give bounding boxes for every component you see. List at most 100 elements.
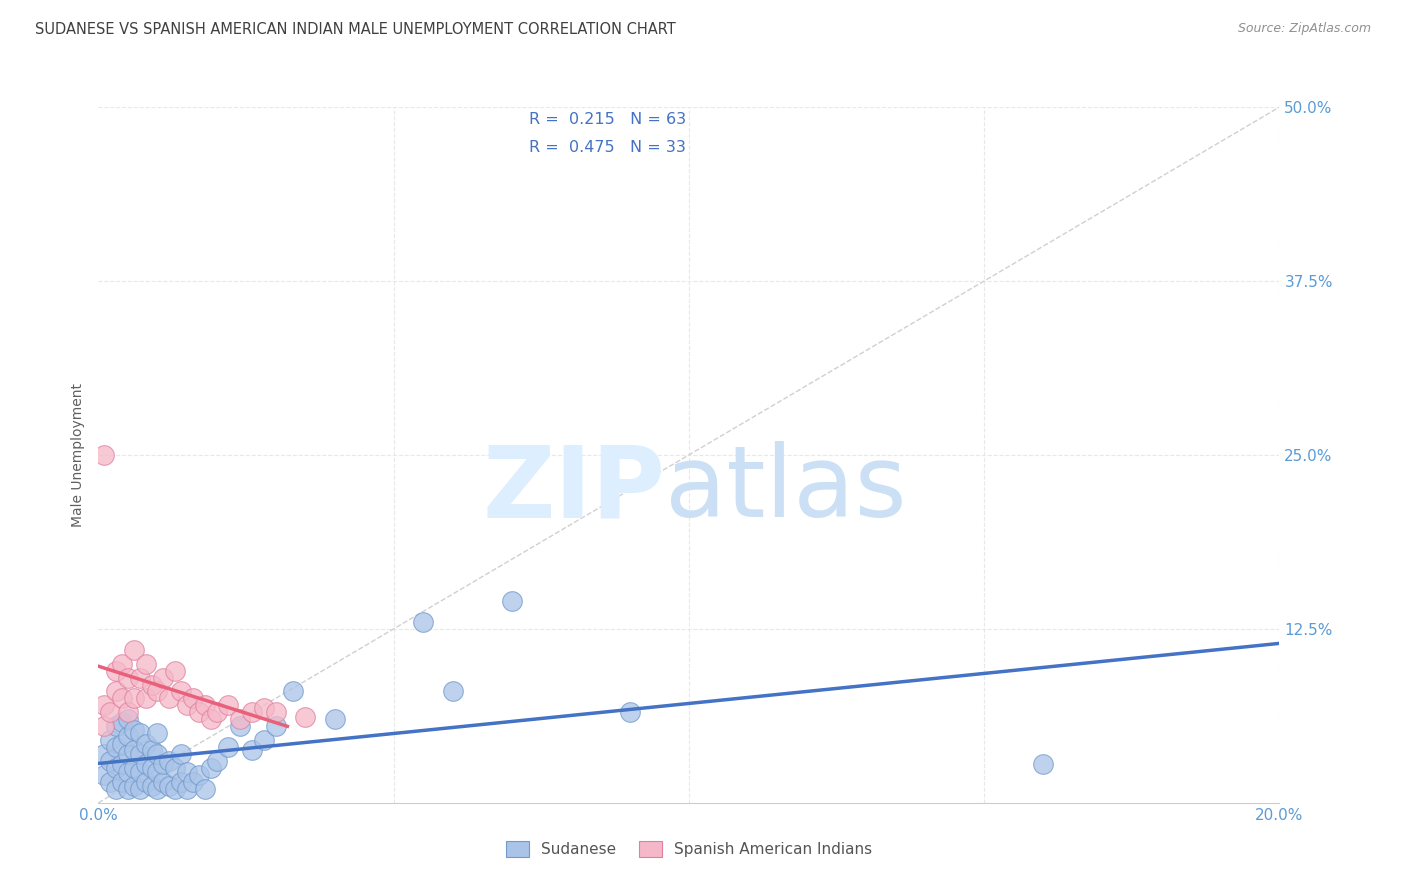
Point xyxy=(194,698,217,713)
Point xyxy=(619,706,641,720)
Point xyxy=(111,756,134,771)
Point xyxy=(200,712,222,726)
Point xyxy=(105,664,128,678)
Point xyxy=(128,671,150,685)
Text: ZIP: ZIP xyxy=(482,442,665,538)
Point xyxy=(122,743,145,757)
Point xyxy=(93,698,115,713)
Point xyxy=(98,706,121,720)
Point xyxy=(111,737,134,751)
Point xyxy=(217,740,239,755)
Point xyxy=(135,756,157,771)
Point xyxy=(122,691,145,706)
Point xyxy=(98,775,121,789)
Point xyxy=(205,706,228,720)
Point xyxy=(152,756,174,771)
Point xyxy=(105,781,128,796)
Point xyxy=(105,740,128,755)
Point xyxy=(187,706,209,720)
Point xyxy=(117,671,139,685)
Point xyxy=(122,779,145,793)
Point xyxy=(98,754,121,768)
Point xyxy=(294,709,316,723)
Point xyxy=(122,761,145,775)
Point xyxy=(412,615,434,629)
Point xyxy=(229,712,252,726)
Point xyxy=(135,737,157,751)
Point xyxy=(283,684,305,698)
Point xyxy=(501,594,523,608)
Point xyxy=(111,715,134,730)
Point xyxy=(105,719,128,733)
Point xyxy=(323,712,346,726)
Point xyxy=(240,706,263,720)
Point xyxy=(117,712,139,726)
Point xyxy=(128,781,150,796)
Point xyxy=(111,657,134,671)
Point xyxy=(253,733,276,747)
Point xyxy=(194,781,217,796)
Text: R =  0.215   N = 63: R = 0.215 N = 63 xyxy=(530,112,686,128)
Point xyxy=(117,729,139,743)
Point xyxy=(117,747,139,761)
Point xyxy=(98,733,121,747)
Point xyxy=(122,642,145,657)
Point xyxy=(135,775,157,789)
Point xyxy=(205,754,228,768)
Point xyxy=(181,691,204,706)
Point xyxy=(141,761,163,775)
Point xyxy=(93,719,115,733)
Point xyxy=(170,684,193,698)
Point xyxy=(117,706,139,720)
Point xyxy=(165,781,187,796)
Point xyxy=(122,723,145,738)
Point xyxy=(176,765,198,780)
Point xyxy=(135,691,157,706)
Point xyxy=(187,768,209,782)
Point xyxy=(93,768,115,782)
Point xyxy=(229,719,252,733)
Point xyxy=(146,747,169,761)
Point xyxy=(111,691,134,706)
Point xyxy=(253,701,276,715)
Point xyxy=(165,664,187,678)
Text: SUDANESE VS SPANISH AMERICAN INDIAN MALE UNEMPLOYMENT CORRELATION CHART: SUDANESE VS SPANISH AMERICAN INDIAN MALE… xyxy=(35,22,676,37)
Y-axis label: Male Unemployment: Male Unemployment xyxy=(70,383,84,527)
Point xyxy=(146,765,169,780)
Point xyxy=(217,698,239,713)
Point xyxy=(157,691,180,706)
Point xyxy=(157,754,180,768)
Point xyxy=(181,775,204,789)
Point xyxy=(111,775,134,789)
Point xyxy=(441,684,464,698)
Point xyxy=(1032,756,1054,771)
Point xyxy=(157,779,180,793)
Point xyxy=(165,761,187,775)
Point xyxy=(170,775,193,789)
Text: Source: ZipAtlas.com: Source: ZipAtlas.com xyxy=(1237,22,1371,36)
Point xyxy=(176,698,198,713)
Point xyxy=(264,706,287,720)
Point xyxy=(105,761,128,775)
Point xyxy=(117,765,139,780)
Point xyxy=(264,719,287,733)
Legend: Sudanese, Spanish American Indians: Sudanese, Spanish American Indians xyxy=(498,833,880,864)
Point xyxy=(93,448,115,462)
Point xyxy=(200,761,222,775)
Point xyxy=(141,677,163,691)
Point xyxy=(240,743,263,757)
Point xyxy=(176,781,198,796)
Point xyxy=(146,684,169,698)
Point xyxy=(152,775,174,789)
Point xyxy=(141,779,163,793)
Point xyxy=(146,781,169,796)
Point xyxy=(117,781,139,796)
Point xyxy=(152,671,174,685)
Text: R =  0.475   N = 33: R = 0.475 N = 33 xyxy=(530,140,686,155)
Text: atlas: atlas xyxy=(665,442,907,538)
Point xyxy=(93,747,115,761)
Point xyxy=(170,747,193,761)
Point xyxy=(128,726,150,740)
Point xyxy=(135,657,157,671)
Point xyxy=(146,726,169,740)
